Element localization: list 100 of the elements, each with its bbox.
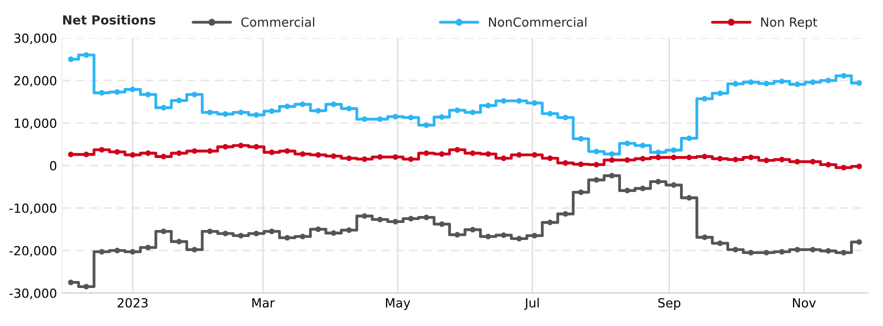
point [532,152,538,158]
legend-label: NonCommercial [489,17,586,27]
point [300,102,306,108]
point [330,153,336,159]
point [686,154,692,160]
point [439,114,445,120]
point [408,156,414,162]
x-tick-label: Mar [252,298,275,308]
point [84,152,90,158]
point [732,81,738,87]
point [624,140,630,146]
point [392,218,398,224]
point [130,86,136,92]
y-tick-label: 0 [50,160,56,170]
point [764,250,770,256]
point [284,104,290,110]
point [98,90,105,96]
point [609,157,615,163]
point [176,98,182,104]
point [670,154,676,160]
point [114,89,120,95]
point [346,155,352,162]
point [609,172,615,178]
point [516,152,522,158]
point [84,52,90,58]
point [856,164,862,170]
point [717,156,723,162]
point [222,230,228,236]
y-tick-label: -30,000 [10,288,56,300]
point [315,226,321,232]
point [609,151,615,157]
y-tick-label: 30,000 [14,33,56,44]
point [362,156,368,162]
point [594,162,600,168]
point [578,161,584,168]
point [825,248,832,254]
point [717,90,723,96]
point [670,182,676,188]
point [238,110,244,116]
point [702,234,708,240]
point [547,155,553,162]
point [114,149,120,155]
legend-label: Non Rept [761,18,818,30]
point [145,150,151,156]
point [145,92,151,98]
point [794,82,800,88]
point [207,228,213,234]
point [748,250,754,256]
point [640,186,646,192]
point [779,78,785,84]
point [794,246,800,252]
point [254,230,260,236]
point [176,238,182,244]
point [315,108,321,114]
point [840,73,846,79]
point [176,150,182,156]
point [222,144,228,150]
point [840,250,846,256]
point [424,150,430,156]
point [779,156,785,162]
x-tick-label: Sep [658,298,680,310]
point [732,246,738,252]
point [454,232,460,238]
point [825,162,832,168]
point [330,230,336,236]
point [532,232,538,238]
point [840,164,846,170]
point [578,189,584,196]
point [624,188,630,194]
point [485,151,491,157]
point [160,154,166,160]
point [485,234,491,240]
point [424,122,430,128]
point [269,228,275,234]
point [532,100,538,106]
point [702,154,708,160]
point [732,156,738,162]
point [470,110,476,116]
point [640,142,646,148]
point [562,114,568,120]
point [68,56,74,62]
y-tick-label: -10,000 [10,203,56,214]
point [670,147,676,153]
point [686,195,692,201]
point [377,116,383,122]
point [284,148,290,154]
point [192,246,198,252]
point [330,102,336,108]
point [315,152,321,158]
point [98,146,105,153]
point [284,234,290,241]
point [192,92,198,98]
x-tick-label: Nov [792,298,816,308]
point [779,248,785,255]
point [130,248,136,255]
point [68,280,74,286]
point [68,152,74,158]
point [238,232,244,238]
point [764,158,770,164]
x-tick-label: May [386,298,410,310]
